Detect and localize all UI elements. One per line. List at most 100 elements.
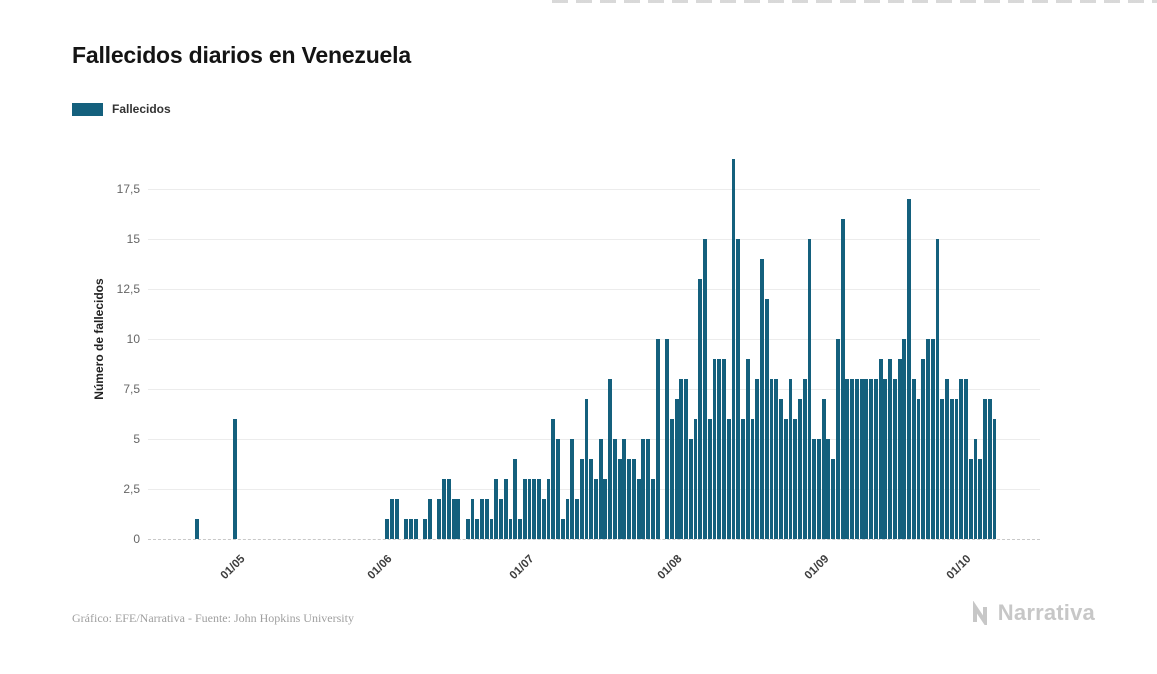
bar-18-07	[598, 439, 603, 539]
legend-item-fallecidos[interactable]: Fallecidos	[72, 102, 171, 116]
bar-07-06	[404, 519, 409, 539]
legend-label: Fallecidos	[112, 102, 171, 116]
gridline	[148, 539, 1040, 540]
bar-08-09	[845, 379, 850, 539]
bar-05-06	[394, 499, 399, 539]
bar-07-08	[693, 419, 698, 539]
bar-08-07	[551, 419, 556, 539]
bar-11-06	[423, 519, 428, 539]
x-tick-label: 01/05	[218, 553, 248, 582]
bar-25-07	[631, 459, 636, 539]
bar-03-07	[527, 479, 532, 539]
bar-21-07	[612, 439, 617, 539]
y-tick-label: 15	[126, 232, 140, 246]
bar-01-09	[812, 439, 817, 539]
y-tick-label: 2,5	[123, 482, 140, 496]
bar-25-06	[489, 519, 494, 539]
chart-title: Fallecidos diarios en Venezuela	[72, 42, 411, 68]
bar-14-06	[437, 499, 442, 539]
y-tick-labels: 0 2,5 5 7,5 10 12,5 15 17,5	[0, 139, 140, 546]
y-tick-label: 10	[126, 332, 140, 346]
bar-15-09	[878, 359, 883, 539]
bar-09-06	[413, 519, 418, 539]
bar-21-08	[760, 259, 764, 539]
bar-07-07	[546, 479, 551, 539]
bar-08-10	[987, 399, 992, 539]
bars-layer	[148, 139, 1040, 539]
narrativa-wordmark: Narrativa	[997, 600, 1095, 625]
bar-30-08	[802, 379, 807, 539]
bar-08-06	[408, 519, 413, 539]
bar-29-08	[798, 399, 802, 539]
bar-27-09	[935, 239, 940, 539]
y-tick-label: 12,5	[116, 282, 140, 296]
bar-12-06	[427, 499, 432, 539]
bar-20-09	[902, 339, 907, 539]
x-tick-label: 01/08	[655, 553, 685, 582]
bar-03-08	[674, 399, 679, 539]
source-credit: Gráfico: EFE/Narrativa - Fuente: John Ho…	[72, 611, 354, 625]
bar-26-06	[494, 479, 499, 539]
bar-19-08	[750, 419, 755, 539]
bar-21-09	[907, 199, 911, 539]
bar-12-08	[717, 359, 722, 539]
bar-17-09	[888, 359, 892, 539]
narrativa-logo: Narrativa	[971, 600, 1095, 626]
bar-24-04	[195, 519, 200, 539]
bar-30-06	[513, 459, 518, 539]
bar-25-09	[926, 339, 930, 539]
bar-15-06	[442, 479, 446, 539]
plot-area	[148, 139, 1040, 540]
bar-27-07	[641, 439, 646, 539]
bar-02-05	[233, 419, 238, 539]
bar-17-07	[594, 479, 598, 539]
bar-22-06	[475, 519, 480, 539]
bar-19-09	[897, 359, 902, 539]
bar-14-08	[726, 419, 731, 539]
gridline	[148, 189, 1040, 190]
bar-01-07	[518, 519, 522, 539]
bar-18-09	[892, 379, 897, 539]
bar-24-08	[774, 379, 779, 539]
bar-16-08	[736, 239, 741, 539]
bar-13-09	[869, 379, 874, 539]
bar-04-09	[826, 439, 831, 539]
top-border-artifact	[552, 0, 1157, 3]
gridline	[148, 289, 1040, 290]
x-tick-label: 01/10	[944, 553, 974, 582]
bar-20-08	[755, 379, 760, 539]
bar-16-06	[446, 479, 451, 539]
x-tick-label: 01/09	[802, 553, 832, 582]
bar-10-09	[854, 379, 859, 539]
bar-07-10	[983, 399, 987, 539]
gridline	[148, 439, 1040, 440]
bar-18-06	[456, 499, 461, 539]
bar-29-09	[945, 379, 949, 539]
bar-13-07	[575, 499, 579, 539]
bar-03-09	[821, 399, 826, 539]
bar-28-06	[503, 479, 508, 539]
x-tick-labels: 01/05 01/06 01/07 01/08 01/09 01/10	[148, 539, 1040, 609]
bar-04-10	[968, 459, 973, 539]
gridline	[148, 339, 1040, 340]
bar-23-09	[916, 399, 921, 539]
bar-06-10	[978, 459, 983, 539]
bar-31-08	[807, 239, 812, 539]
bar-10-07	[560, 519, 565, 539]
bar-06-08	[688, 439, 693, 539]
gridline	[148, 239, 1040, 240]
bar-23-06	[480, 499, 484, 539]
bar-04-07	[532, 479, 537, 539]
bar-29-07	[650, 479, 655, 539]
y-tick-label: 0	[133, 532, 140, 546]
bar-10-08	[707, 419, 712, 539]
bar-12-09	[864, 379, 869, 539]
bar-09-08	[703, 239, 707, 539]
bar-11-07	[565, 499, 570, 539]
bar-05-09	[831, 459, 836, 539]
bar-14-07	[579, 459, 584, 539]
bar-13-08	[722, 359, 726, 539]
bar-06-07	[541, 499, 546, 539]
bar-22-08	[764, 299, 769, 539]
